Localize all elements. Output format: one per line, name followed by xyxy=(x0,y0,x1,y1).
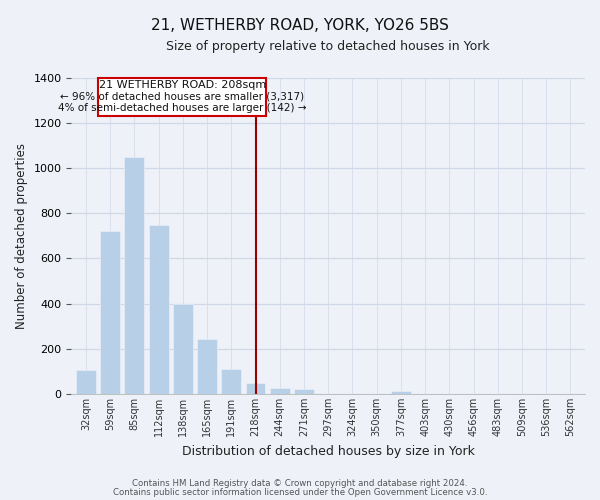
Bar xyxy=(245,382,265,394)
Bar xyxy=(149,225,169,394)
Bar xyxy=(100,232,120,394)
Bar xyxy=(76,370,96,394)
Bar xyxy=(270,388,290,394)
Bar xyxy=(173,304,193,394)
X-axis label: Distribution of detached houses by size in York: Distribution of detached houses by size … xyxy=(182,444,475,458)
Bar xyxy=(221,368,241,394)
Y-axis label: Number of detached properties: Number of detached properties xyxy=(15,143,28,329)
Text: Contains public sector information licensed under the Open Government Licence v3: Contains public sector information licen… xyxy=(113,488,487,497)
Text: Contains HM Land Registry data © Crown copyright and database right 2024.: Contains HM Land Registry data © Crown c… xyxy=(132,479,468,488)
Text: 21 WETHERBY ROAD: 208sqm: 21 WETHERBY ROAD: 208sqm xyxy=(98,80,266,90)
FancyBboxPatch shape xyxy=(98,78,266,116)
Text: 21, WETHERBY ROAD, YORK, YO26 5BS: 21, WETHERBY ROAD, YORK, YO26 5BS xyxy=(151,18,449,32)
Title: Size of property relative to detached houses in York: Size of property relative to detached ho… xyxy=(166,40,490,53)
Bar xyxy=(124,157,145,394)
Bar xyxy=(197,338,217,394)
Text: 4% of semi-detached houses are larger (142) →: 4% of semi-detached houses are larger (1… xyxy=(58,102,307,113)
Bar xyxy=(294,389,314,394)
Bar xyxy=(391,390,411,394)
Text: ← 96% of detached houses are smaller (3,317): ← 96% of detached houses are smaller (3,… xyxy=(60,91,304,101)
